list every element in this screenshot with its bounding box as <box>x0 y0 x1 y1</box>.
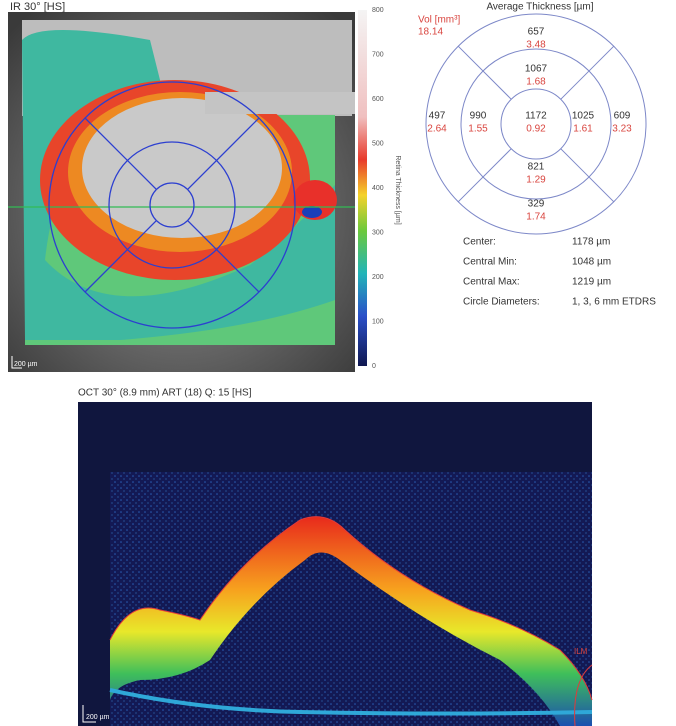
sector-thickness: 609 <box>614 111 631 122</box>
sector-volume: 1.61 <box>573 124 593 135</box>
sector-volume: 0.92 <box>526 124 546 135</box>
sector-thickness: 329 <box>528 199 545 210</box>
stat-label: Central Min: <box>463 257 517 268</box>
ir-label: IR 30° [HS] <box>10 1 65 13</box>
stat-value: 1, 3, 6 mm ETDRS <box>572 297 656 308</box>
etdrs-title: Average Thickness [µm] <box>486 2 593 13</box>
sector-volume: 2.64 <box>427 124 447 135</box>
color-bar-tick-label: 500 <box>372 140 384 147</box>
color-bar-tick-label: 100 <box>372 318 384 325</box>
sector-volume: 1.55 <box>468 124 488 135</box>
color-bar-tick-label: 400 <box>372 185 384 192</box>
color-bar <box>358 10 367 366</box>
sector-volume: 1.29 <box>526 175 546 186</box>
sector-values: 1172 0.92 1067 1.68 990 1.55 1025 1.61 821 1.29 65… <box>427 27 632 223</box>
sector-thickness: 497 <box>429 111 446 122</box>
scale-bar-label: 200 µm <box>86 714 110 721</box>
sector-volume: 3.23 <box>612 124 632 135</box>
stat-value: 1048 µm <box>572 257 611 268</box>
summary-stats: Center: 1178 µm Central Min: 1048 µm Central… <box>463 237 656 308</box>
sector-line <box>458 149 511 202</box>
sector-thickness: 990 <box>470 111 487 122</box>
sector-volume: 1.68 <box>526 77 546 88</box>
sector-volume: 1.74 <box>526 212 546 223</box>
stat-label: Circle Diameters: <box>463 297 540 308</box>
stat-label: Central Max: <box>463 277 520 288</box>
report: IR 30° [HS] 200 µm Retina Thickness [µm]… <box>0 0 676 726</box>
page: { "ir_image": {"label": "IR 30° [HS]", "… <box>0 0 676 726</box>
sector-thickness: 1025 <box>572 111 595 122</box>
sector-line <box>561 46 614 99</box>
stat-value: 1219 µm <box>572 277 611 288</box>
sector-line <box>458 46 511 99</box>
sector-thickness: 821 <box>528 162 545 173</box>
stat-label: Center: <box>463 237 496 248</box>
color-bar-label: Retina Thickness [µm] <box>394 155 401 224</box>
color-bar-tick-label: 300 <box>372 229 384 236</box>
total-volume: 18.14 <box>418 27 443 38</box>
color-bar-tick-label: 0 <box>372 363 376 370</box>
thickness-map: IR 30° [HS] 200 µm <box>8 1 355 372</box>
color-bar-tick-label: 600 <box>372 96 384 103</box>
sector-thickness: 1172 <box>525 111 547 122</box>
color-bar-tick-label: 800 <box>372 7 384 14</box>
stat-value: 1178 µm <box>572 237 610 248</box>
ilm-label: ILM <box>574 647 588 656</box>
oct-noise <box>110 472 592 726</box>
volume-label: Vol [mm³] <box>418 15 460 26</box>
oct-label: OCT 30° (8.9 mm) ART (18) Q: 15 [HS] <box>78 388 252 399</box>
sector-thickness: 657 <box>528 27 545 38</box>
sector-thickness: 1067 <box>525 64 548 75</box>
color-bar-tick-label: 700 <box>372 51 384 58</box>
color-bar-ticks: 800 700 600 500 400 300 200 100 0 <box>372 7 384 370</box>
color-bar-tick-label: 200 <box>372 274 384 281</box>
sector-line <box>561 149 614 202</box>
scale-bar-label: 200 µm <box>14 361 38 368</box>
sector-volume: 3.48 <box>526 40 546 51</box>
cool-spot <box>302 206 322 218</box>
center-region <box>82 98 282 238</box>
oct-scan: ILM 200 µm <box>78 402 592 726</box>
